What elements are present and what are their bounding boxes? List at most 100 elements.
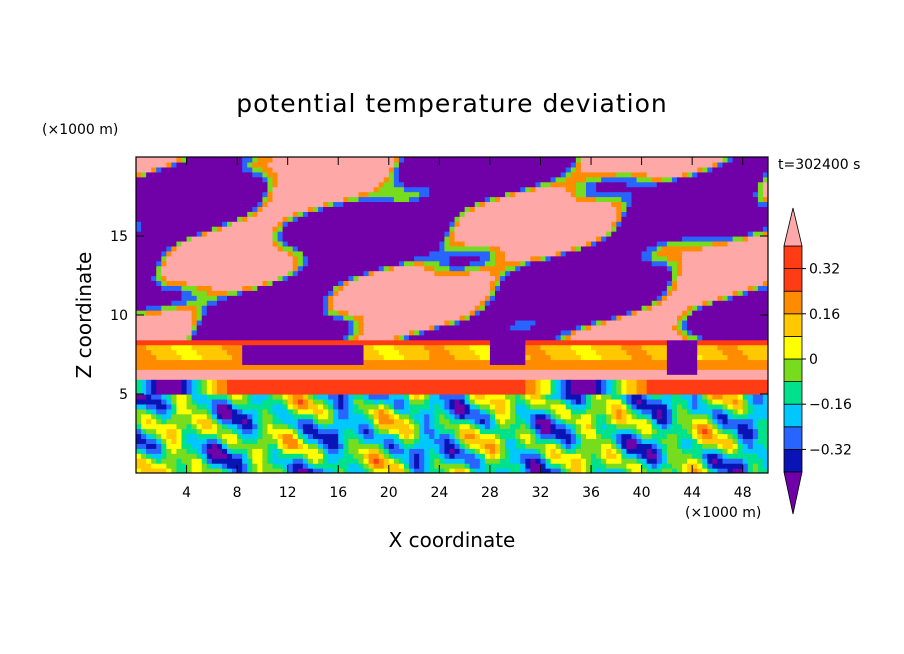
field-cell <box>282 463 289 469</box>
field-cell <box>146 344 172 351</box>
field-cell <box>626 453 638 459</box>
colorbar-box <box>783 313 803 337</box>
field-cell <box>161 270 289 277</box>
field-cell <box>585 181 597 188</box>
field-cell <box>747 408 754 415</box>
field-cell <box>429 458 435 464</box>
field-cell <box>353 403 360 410</box>
field-cell <box>307 403 319 410</box>
field-cell <box>434 458 440 464</box>
field-cell <box>257 211 294 217</box>
field-cell <box>247 418 253 425</box>
field-cell <box>530 458 537 464</box>
field-cell <box>702 458 708 464</box>
field-cell <box>328 290 334 296</box>
field-cell <box>641 428 653 435</box>
field-cell <box>742 236 749 242</box>
field-cell <box>580 157 724 163</box>
field-cell <box>682 394 693 400</box>
field-cell <box>570 379 597 385</box>
field-cell <box>702 463 708 469</box>
field-cell <box>454 453 476 459</box>
field-cell <box>540 458 547 464</box>
field-cell <box>636 389 648 395</box>
field-cell <box>257 201 263 207</box>
field-cell <box>656 423 663 430</box>
field-cell <box>626 468 633 473</box>
field-cell <box>171 250 289 257</box>
field-cell <box>535 389 542 395</box>
field-cell <box>520 468 526 473</box>
field-cell <box>474 423 481 430</box>
field-cell <box>464 211 617 217</box>
field-cell <box>302 394 309 400</box>
field-cell <box>221 438 228 444</box>
field-cell <box>191 458 203 464</box>
field-cell <box>282 236 446 242</box>
field-cell <box>560 438 567 444</box>
field-cell <box>727 157 734 163</box>
field-cell <box>186 384 193 390</box>
field-cell <box>444 240 451 247</box>
field-cell <box>211 413 218 420</box>
field-cell <box>712 394 724 400</box>
field-cell <box>494 260 521 267</box>
field-cell <box>429 433 435 440</box>
field-cell <box>747 458 764 464</box>
field-cell <box>611 418 617 425</box>
field-cell <box>211 379 218 385</box>
field-cell <box>737 443 744 449</box>
field-cell <box>444 438 451 444</box>
field-cell <box>570 433 577 440</box>
field-cell <box>419 423 425 430</box>
field-cell <box>292 423 299 430</box>
field-cell <box>348 329 355 336</box>
field-cell <box>489 359 526 365</box>
field-cell <box>550 408 557 415</box>
field-cell <box>540 428 552 435</box>
field-cell <box>762 398 768 405</box>
field-cell <box>136 369 668 375</box>
field-cell <box>328 443 339 449</box>
field-cell <box>737 394 744 400</box>
field-cell <box>272 463 284 469</box>
field-cell <box>186 398 193 405</box>
field-cell <box>191 379 198 385</box>
field-cell <box>580 394 587 400</box>
field-cell <box>555 448 562 454</box>
field-cell <box>540 344 572 351</box>
field-cell <box>419 433 430 440</box>
field-cell <box>621 379 628 385</box>
field-cell <box>328 413 334 420</box>
field-cell <box>676 403 683 410</box>
field-cell <box>656 458 663 464</box>
field-cell <box>216 433 223 440</box>
field-cell <box>626 413 633 420</box>
field-cell <box>343 403 349 410</box>
field-cell <box>196 324 349 331</box>
field-cell <box>439 240 446 247</box>
field-cell <box>636 453 643 459</box>
field-cell <box>292 468 299 473</box>
field-cell <box>727 240 768 247</box>
field-cell <box>651 433 668 440</box>
field-cell <box>136 245 167 252</box>
field-cell <box>358 433 365 440</box>
field-cell <box>687 334 698 341</box>
field-cell <box>181 428 198 435</box>
field-cell <box>469 448 476 454</box>
field-cell <box>656 240 668 247</box>
field-cell <box>732 408 739 415</box>
field-cell <box>328 201 334 207</box>
field-cell <box>580 433 587 440</box>
field-cell <box>752 231 764 237</box>
field-cell <box>373 423 380 430</box>
field-cell <box>429 423 435 430</box>
field-cell <box>272 408 289 415</box>
field-cell <box>267 408 274 415</box>
field-cell <box>282 403 289 410</box>
field-cell <box>252 458 263 464</box>
field-cell <box>141 226 213 232</box>
field-cell <box>272 181 279 188</box>
field-cell <box>272 280 339 286</box>
